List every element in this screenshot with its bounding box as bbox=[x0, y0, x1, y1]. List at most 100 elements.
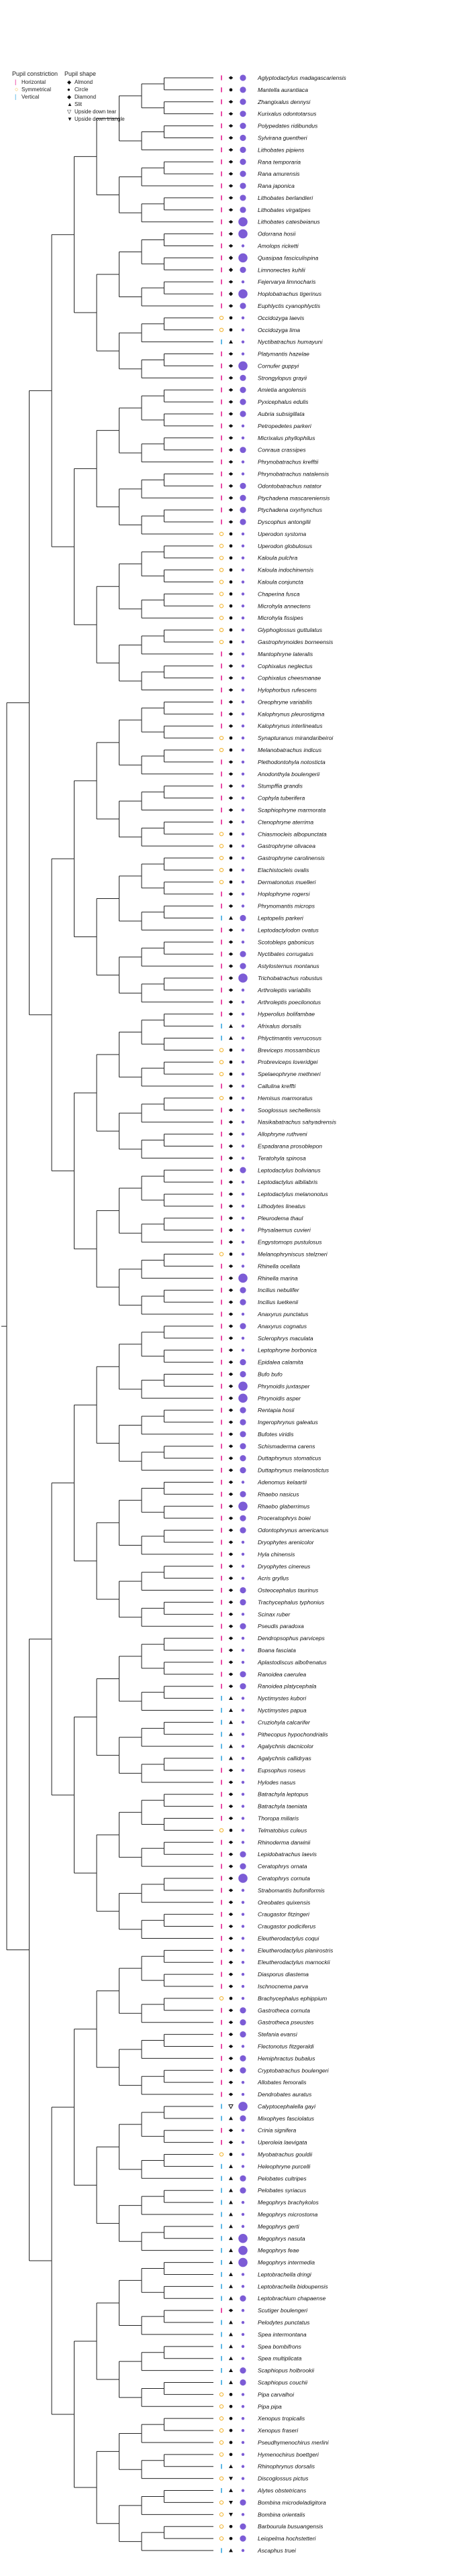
pupil-shape-almond-marker bbox=[228, 1120, 234, 1124]
species-label: Pipa carvalhoi bbox=[258, 2391, 295, 2398]
pupil-shape-almond-marker bbox=[228, 220, 234, 224]
eye-size-dot bbox=[240, 146, 246, 153]
pupil-shape-almond-marker bbox=[228, 652, 234, 656]
constriction-symmetrical-marker bbox=[219, 832, 224, 837]
species-label: Microhyla fissipes bbox=[258, 614, 304, 621]
species-label: Scaphiopus holbrookii bbox=[258, 2367, 315, 2374]
pupil-shape-almond-marker bbox=[228, 232, 234, 236]
constriction-symmetrical-marker bbox=[219, 2452, 224, 2457]
species-label: Amolops ricketti bbox=[257, 243, 299, 250]
pupil-shape-almond-marker bbox=[228, 172, 234, 176]
species-label: Phrynoidis juxtasper bbox=[258, 1383, 311, 1389]
pupil-shape-almond-marker bbox=[228, 1420, 234, 1424]
species-label: Ingerophrynus galeatus bbox=[258, 1419, 319, 1426]
pupil-shape-almond-marker bbox=[228, 2008, 234, 2012]
eye-size-dot bbox=[240, 1419, 246, 1426]
species-label: Odontobatrachus natator bbox=[258, 482, 322, 489]
species-label: Occidozyga lima bbox=[258, 327, 300, 333]
eye-size-dot bbox=[241, 1709, 245, 1712]
species-label: Diasporus diastema bbox=[258, 1971, 309, 1978]
species-label: Occidozyga laevis bbox=[258, 315, 305, 321]
pupil-shape-almond-marker bbox=[228, 940, 234, 944]
eye-size-dot bbox=[241, 1721, 245, 1724]
eye-size-dot bbox=[241, 244, 245, 248]
eye-size-dot bbox=[241, 664, 245, 667]
eye-size-dot bbox=[241, 340, 245, 343]
eye-size-dot bbox=[241, 2477, 245, 2480]
species-label: Ptychadena mascareniensis bbox=[258, 494, 330, 501]
pupil-shape-almond-marker bbox=[228, 520, 234, 524]
eye-size-dot bbox=[241, 1913, 245, 1916]
species-labels: Aglyptodactylus madagascariensis Mantella… bbox=[257, 74, 347, 2554]
eye-size-dot bbox=[241, 941, 245, 944]
pupil-shape-slit-marker bbox=[229, 2176, 233, 2180]
pupil-shape-almond-marker bbox=[228, 1192, 234, 1196]
constriction-symmetrical-marker bbox=[219, 1095, 224, 1101]
pupil-shape-almond-marker bbox=[228, 1805, 234, 1809]
species-label: Sylvirana guentheri bbox=[258, 134, 308, 141]
legend-constriction-swatch: | bbox=[15, 78, 16, 85]
species-label: Glyphoglossus guttulatus bbox=[258, 627, 323, 633]
pupil-shape-slit-marker bbox=[229, 1696, 233, 1700]
eye-size-dot bbox=[241, 1888, 245, 1892]
pupil-shape-almond-marker bbox=[228, 1924, 234, 1929]
legend-shape-label: Almond bbox=[74, 79, 93, 85]
species-label: Phrynoidis asper bbox=[258, 1395, 301, 1401]
eye-size-dot bbox=[241, 1805, 245, 1808]
species-label: Leptodactylodon ovatus bbox=[258, 926, 319, 933]
eye-size-dot bbox=[240, 519, 246, 525]
species-label: Oreobates quixensis bbox=[258, 1899, 311, 1906]
eye-size-dot bbox=[241, 1996, 245, 2000]
eye-size-dot bbox=[241, 2548, 245, 2553]
constriction-symmetrical-marker bbox=[219, 315, 224, 321]
pupil-shape-circle-marker bbox=[229, 1048, 233, 1052]
legend-constriction-label: Vertical bbox=[21, 94, 39, 100]
eye-size-dot bbox=[238, 289, 248, 299]
eye-size-dot bbox=[241, 2453, 245, 2457]
eye-size-dot bbox=[241, 2405, 245, 2408]
species-label: Petropedetes parkeri bbox=[258, 423, 312, 429]
pupil-shape-slit-marker bbox=[229, 1024, 233, 1028]
species-label: Hyperolius bolifambae bbox=[258, 1011, 315, 1018]
pupil-shape-slit-marker bbox=[229, 2212, 233, 2216]
species-label: Spea intermontana bbox=[258, 2331, 307, 2338]
pupil-shape-almond-marker bbox=[228, 676, 234, 680]
species-label: Uperodon globulosus bbox=[258, 543, 313, 549]
eye-size-dot bbox=[241, 1192, 245, 1196]
species-label: Proceratophrys boiei bbox=[258, 1515, 311, 1521]
eye-size-dot bbox=[240, 1527, 246, 1534]
pupil-shape-circle-marker bbox=[229, 2428, 233, 2432]
eye-size-dot bbox=[241, 820, 245, 824]
eye-size-dot bbox=[240, 2295, 246, 2302]
pupil-shape-almond-marker bbox=[228, 1936, 234, 1941]
eye-size-dot bbox=[241, 1348, 245, 1352]
species-label: Ptychadena oxyrhynchus bbox=[258, 506, 323, 513]
pupil-shape-almond-marker bbox=[228, 244, 234, 248]
pupil-shape-almond-marker bbox=[228, 1360, 234, 1364]
pupil-shape-slit-marker bbox=[229, 2356, 233, 2361]
species-label: Bufotes viridis bbox=[258, 1431, 294, 1438]
species-label: Sclerophrys maculata bbox=[258, 1335, 313, 1342]
species-label: Microhyla annectens bbox=[258, 602, 311, 609]
eye-size-dot bbox=[241, 1648, 245, 1652]
pupil-shape-circle-marker bbox=[229, 2453, 233, 2457]
species-label: Eupsophus roseus bbox=[258, 1767, 306, 1774]
eye-size-dot bbox=[240, 266, 246, 273]
pupil-shape-diamond-marker bbox=[228, 291, 234, 297]
eye-size-dot bbox=[241, 1552, 245, 1556]
eye-size-dot bbox=[241, 904, 245, 908]
species-label: Pelobates syriacus bbox=[258, 2187, 307, 2194]
species-label: Pleurodema thaul bbox=[258, 1215, 303, 1222]
species-label: Dermatonotus muelleri bbox=[258, 879, 317, 885]
pupil-shape-almond-marker bbox=[228, 1168, 234, 1172]
pupil-shape-almond-marker bbox=[228, 904, 234, 908]
eye-size-dot bbox=[241, 1204, 245, 1208]
species-label: Rhinoderma darwinii bbox=[258, 1839, 311, 1845]
legend-shape-label: Diamond bbox=[74, 94, 96, 100]
species-label: Eleutherodactylus marnockii bbox=[258, 1959, 331, 1966]
pupil-shape-almond-marker bbox=[228, 400, 234, 404]
eye-size-dot bbox=[240, 482, 246, 489]
species-label: Ranoidea platycephala bbox=[258, 1683, 317, 1690]
eye-size-dot bbox=[241, 1613, 245, 1616]
constriction-symmetrical-marker bbox=[219, 1828, 224, 1833]
